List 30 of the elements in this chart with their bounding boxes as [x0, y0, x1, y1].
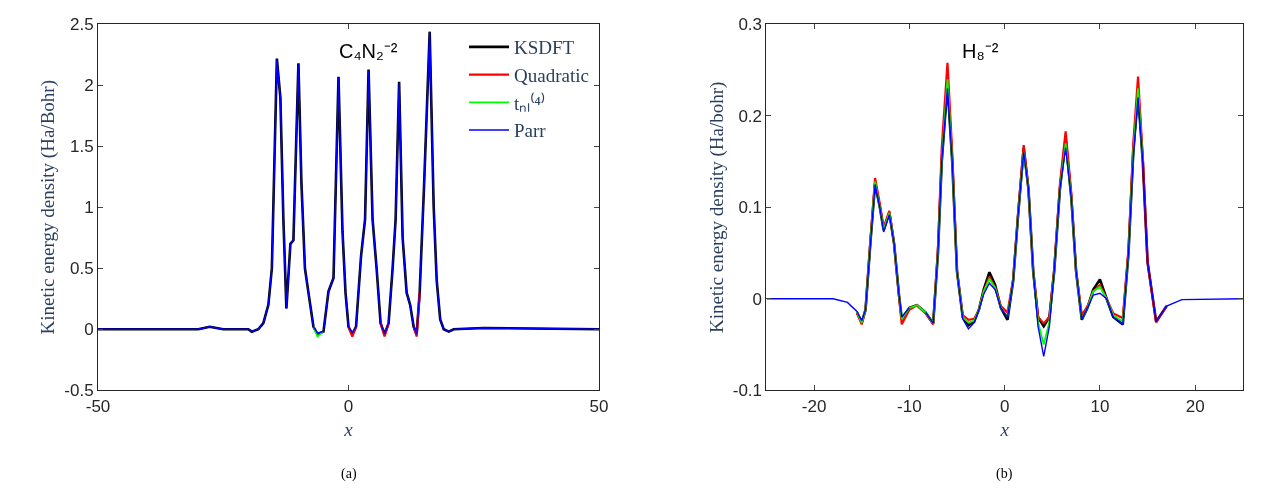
y-tick-label: 2.5 — [69, 15, 94, 35]
y-tick-label: 2 — [84, 76, 94, 96]
y-tick-label: 0.2 — [738, 106, 763, 126]
x-tick-label: 50 — [589, 396, 609, 416]
legend-label: Quadratic — [514, 65, 589, 86]
y-tick-label: 0.5 — [69, 259, 94, 279]
x-axis-title: x — [343, 419, 354, 441]
legend-label: KSDFT — [514, 37, 575, 59]
y-axis-title: Kinetic energy density (Ha/bohr) — [705, 81, 728, 333]
text: (b) — [996, 466, 1013, 482]
x-tick-label: -20 — [801, 396, 827, 416]
x-tick-label: 0 — [343, 396, 354, 416]
y-tick-label: 0.1 — [738, 198, 763, 218]
x-axis-title: x — [999, 419, 1010, 441]
text: (a) — [341, 466, 357, 482]
y-tick-label: 0.3 — [738, 15, 763, 35]
text: H₈⁻² — [962, 40, 999, 62]
x-tick-label: 0 — [999, 396, 1010, 416]
x-tick-label: 10 — [1090, 396, 1110, 416]
x-tick-label: -10 — [897, 396, 922, 416]
legend-label: Parr — [514, 120, 547, 142]
y-axis-title: Kinetic energy density (Ha/Bohr) — [37, 80, 60, 335]
text: C₄N₂⁻² — [339, 40, 398, 62]
legend-label: tₙₗ⁽⁴⁾ — [514, 91, 545, 114]
x-tick-label: 20 — [1185, 396, 1205, 416]
y-tick-label: 0 — [752, 289, 763, 309]
y-tick-label: 1 — [84, 198, 94, 218]
y-tick-label: 1.5 — [69, 137, 94, 157]
y-tick-label: 0 — [84, 320, 94, 340]
y-tick-label: -0.1 — [732, 381, 763, 401]
